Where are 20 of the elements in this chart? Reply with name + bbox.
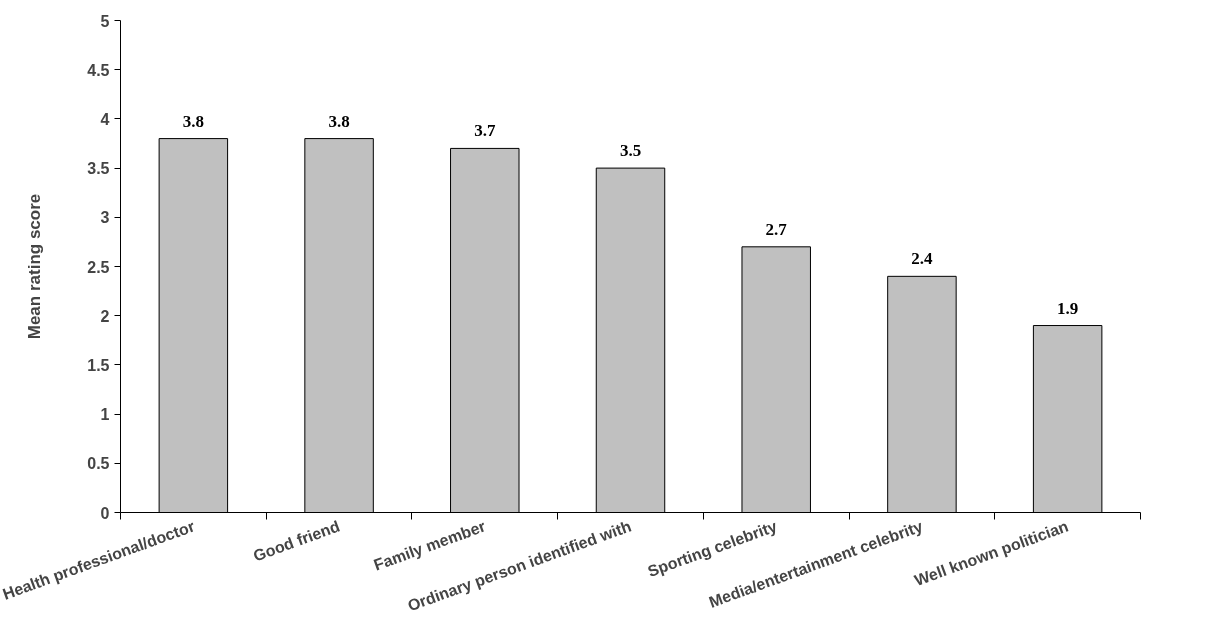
y-tick-label: 4 (100, 110, 110, 128)
y-tick-label: 4.5 (87, 61, 110, 79)
y-tick-label: 2.5 (87, 258, 110, 276)
data-label: 3.8 (182, 111, 204, 131)
y-tick-label: 3.5 (87, 160, 110, 178)
y-axis-title: Mean rating score (25, 193, 45, 340)
data-label: 3.7 (474, 121, 496, 141)
y-tick-label: 1 (100, 406, 110, 424)
data-label: 2.4 (911, 249, 934, 269)
x-tick-label: Good friend (250, 517, 342, 565)
data-label: 2.7 (765, 219, 788, 239)
y-tick-label: 0 (100, 504, 110, 522)
y-tick-label: 5 (100, 12, 110, 30)
y-tick-label: 2 (100, 307, 110, 325)
y-tick-label: 3 (100, 209, 110, 227)
data-label: 3.5 (619, 141, 642, 161)
data-label: 3.8 (328, 111, 350, 131)
data-label: 1.9 (1057, 298, 1079, 318)
y-tick-label: 0.5 (87, 455, 110, 473)
y-tick-label: 1.5 (87, 356, 110, 374)
